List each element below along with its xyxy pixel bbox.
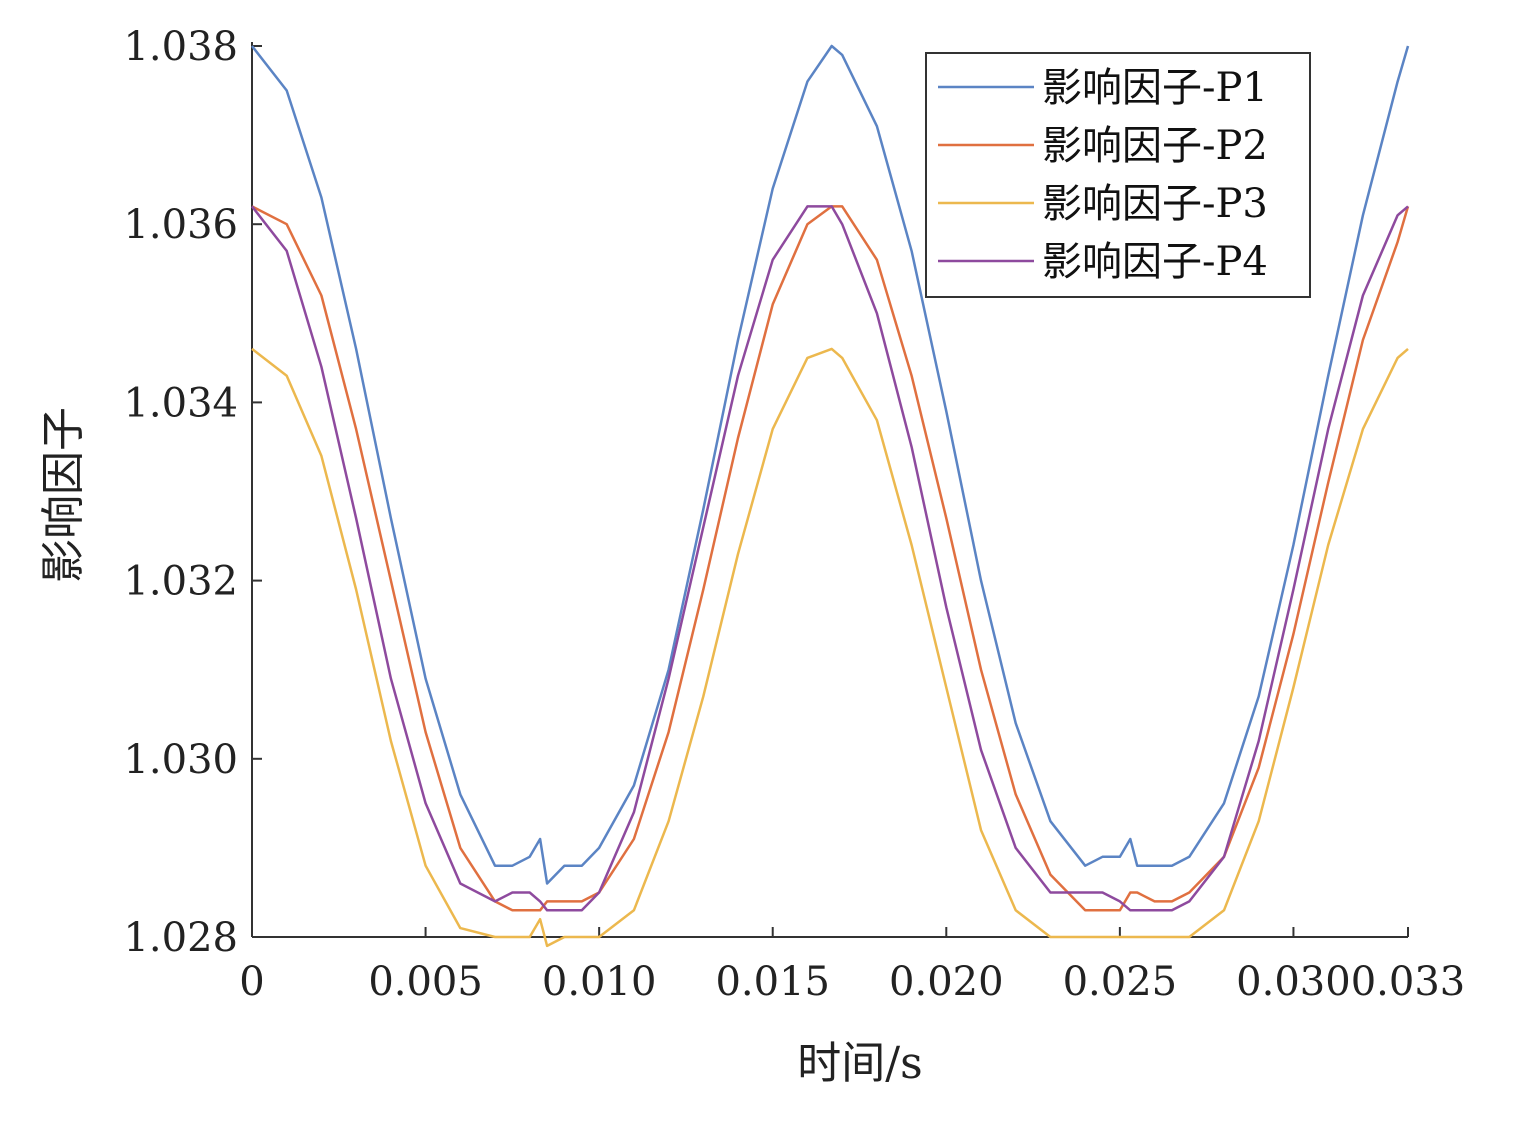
y-axis-ticks: 1.028 1.030 1.032 1.034 1.036 1.038 — [123, 24, 262, 961]
x-axis-ticks: 0 0.005 0.010 0.015 0.020 0.025 0.030 0.033 — [239, 927, 1465, 1005]
x-tick-label: 0.005 — [368, 959, 483, 1005]
y-tick-label: 1.032 — [123, 559, 238, 605]
chart-legend: 影响因子-P1 影响因子-P2 影响因子-P3 影响因子-P4 — [925, 52, 1311, 298]
y-tick-label: 1.030 — [123, 737, 238, 783]
x-axis-label: 时间/s — [797, 1038, 922, 1089]
y-tick-label: 1.034 — [123, 380, 238, 426]
y-tick-label: 1.036 — [123, 202, 238, 248]
x-tick-label: 0 — [239, 959, 264, 1005]
x-tick-label: 0.020 — [889, 959, 1004, 1005]
y-tick-label: 1.038 — [123, 24, 238, 70]
y-axis-label: 影响因子 — [38, 407, 89, 583]
series-line-p4 — [251, 205, 1409, 912]
x-tick-label: 0.033 — [1351, 959, 1466, 1005]
legend-label-p3: 影响因子-P3 — [1042, 181, 1268, 227]
x-tick-label: 0.025 — [1063, 959, 1178, 1005]
legend-label-p2: 影响因子-P2 — [1042, 123, 1268, 169]
x-tick-label: 0.010 — [542, 959, 657, 1005]
legend-label-p1: 影响因子-P1 — [1042, 65, 1268, 111]
series-line-p2 — [251, 205, 1410, 912]
series-line-p3 — [251, 347, 1409, 948]
chart-axes — [251, 42, 1408, 938]
legend-label-p4: 影响因子-P4 — [1042, 239, 1268, 285]
y-tick-label: 1.028 — [123, 915, 238, 961]
chart-series-lines — [251, 44, 1410, 948]
series-line-p1 — [251, 44, 1410, 885]
x-tick-label: 0.015 — [715, 959, 830, 1005]
legend-box — [925, 52, 1311, 298]
x-tick-label: 0.030 — [1236, 959, 1351, 1005]
